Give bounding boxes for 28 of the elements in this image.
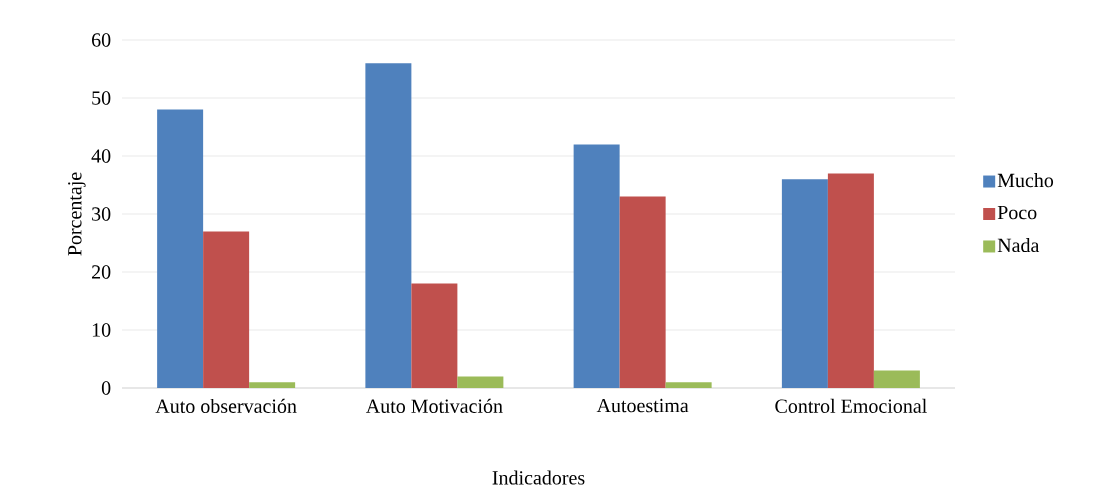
bar: [781, 179, 828, 388]
legend-label: Poco: [997, 205, 1037, 220]
bar: [249, 382, 296, 388]
y-tick-label: 40: [91, 149, 111, 163]
x-tick-label: Autoestima: [596, 398, 689, 413]
bar: [619, 196, 666, 388]
bar: [827, 173, 874, 388]
y-axis-title: Porcentaje: [68, 172, 86, 256]
x-tick-label: Auto observación: [155, 398, 297, 413]
bar: [573, 144, 620, 388]
bar: [157, 109, 204, 388]
legend-label: Nada: [997, 238, 1040, 253]
legend-label: Mucho: [997, 173, 1054, 188]
bar: [365, 63, 412, 388]
x-tick-label: Auto Motivación: [365, 398, 503, 413]
y-tick-label: 50: [92, 91, 111, 105]
y-tick-label: 20: [92, 265, 111, 279]
bar: [457, 376, 504, 388]
bar: [873, 370, 920, 388]
y-tick-label: 10: [92, 323, 111, 337]
bar: [665, 382, 712, 388]
y-tick-label: 60: [91, 33, 111, 47]
y-tick-label: 30: [92, 207, 111, 221]
x-tick-label: Control Emocional: [775, 398, 927, 413]
x-axis-title: Indicadores: [492, 470, 585, 485]
y-tick-label: 0: [101, 381, 111, 395]
bar: [203, 231, 250, 388]
bar: [411, 283, 458, 388]
